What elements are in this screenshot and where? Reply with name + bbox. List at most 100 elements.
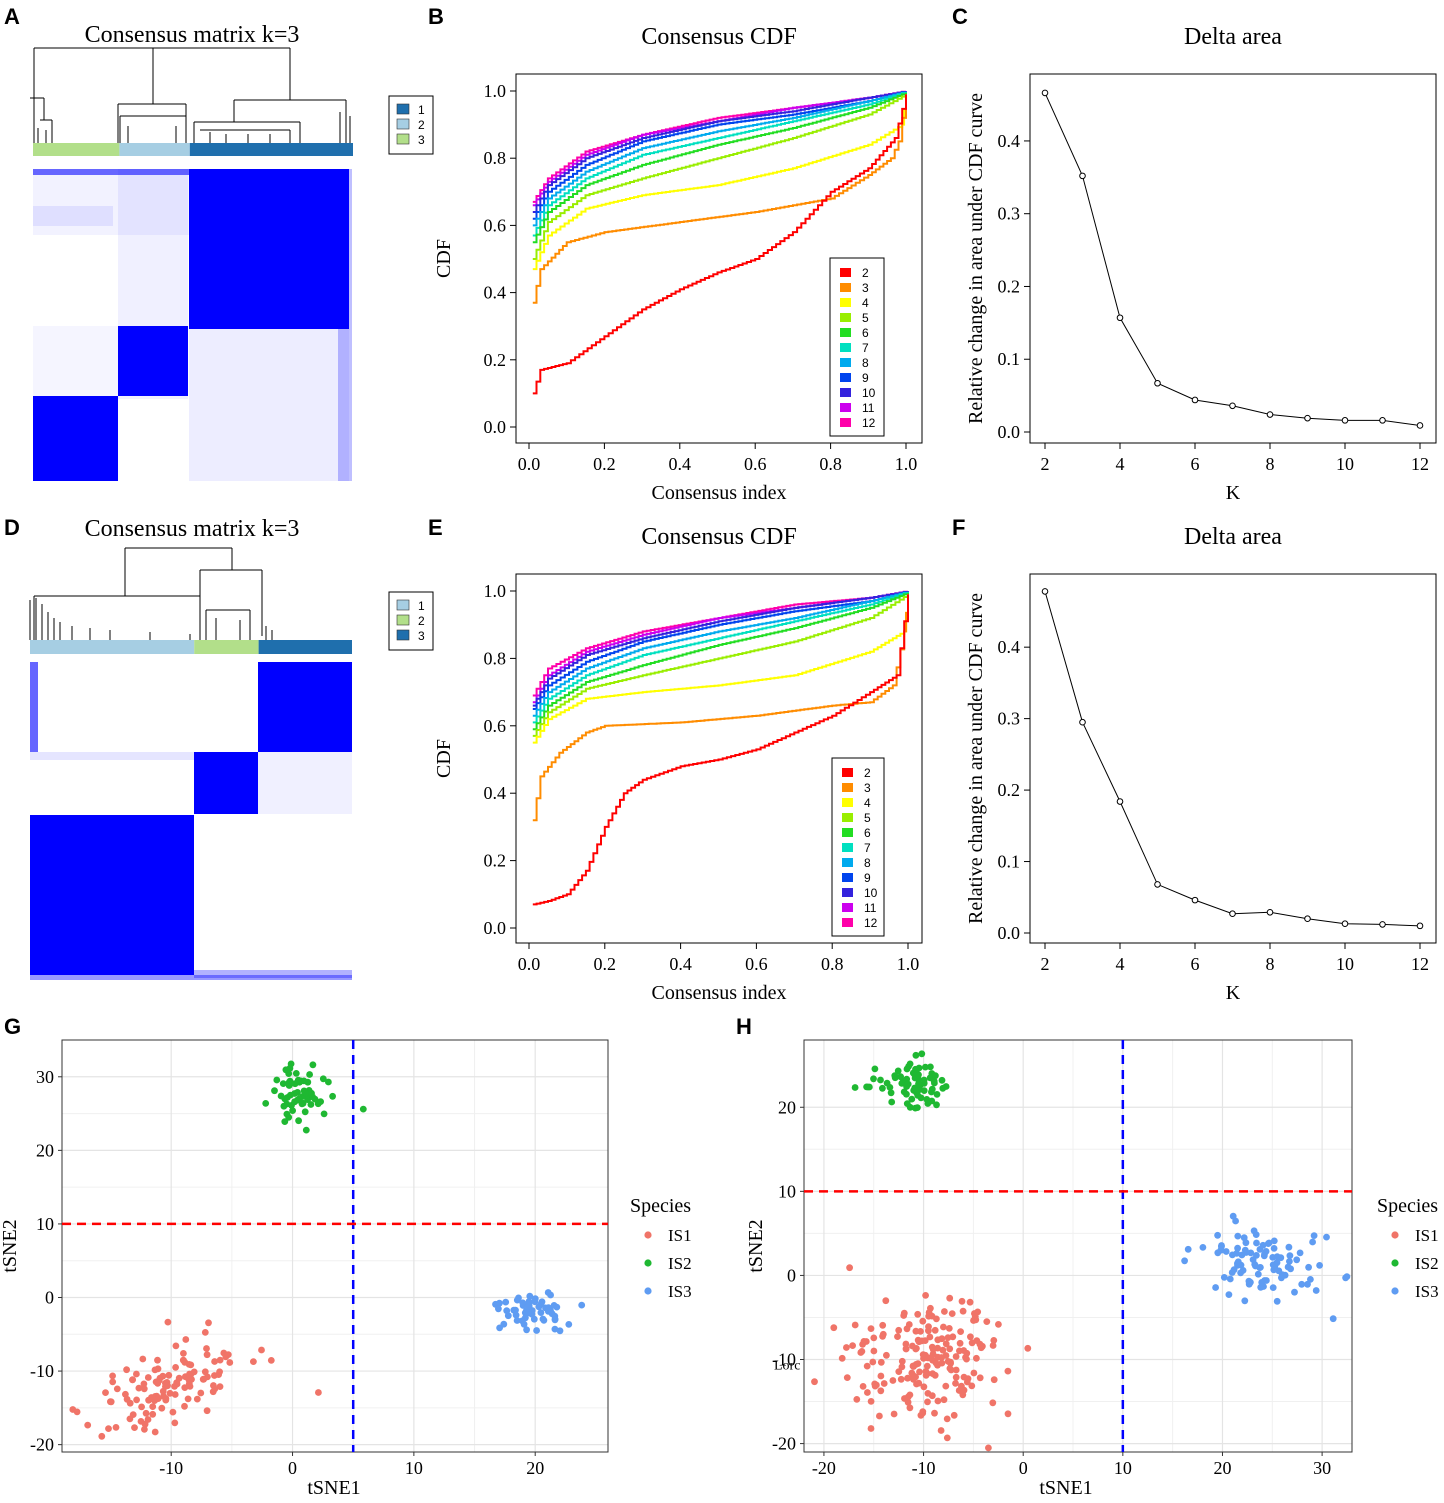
x-tick-label: 0.2 [593,454,616,474]
point-is1 [172,1342,180,1350]
y-axis-label: tSNE2 [0,1219,21,1272]
cdf-series-2 [532,94,907,395]
point-is1 [113,1385,121,1393]
legend-title: Species [630,1195,691,1217]
legend-swatch-9 [842,873,853,882]
cdf-series-2 [532,594,909,906]
point-is1 [970,1317,977,1324]
point-is1 [870,1334,878,1342]
point-is1 [131,1424,138,1431]
delta-point-k12 [1416,922,1424,930]
point-is3 [1329,1315,1337,1323]
legend-label-4: 4 [864,796,871,810]
point-is1 [920,1383,928,1391]
point-is1 [933,1315,940,1323]
point-is2 [295,1095,303,1103]
legend-swatch-8 [842,858,853,867]
point-is1 [941,1308,948,1315]
matrix-noise [258,752,352,814]
species-legend: Species IS1 IS2 IS3 [1377,1195,1439,1301]
point-is1 [925,1323,932,1331]
legend-swatch-5 [842,813,853,822]
panel-a-legend-label-3: 3 [418,133,425,147]
point-is1 [937,1427,945,1434]
point-is3 [1270,1237,1278,1245]
point-is3 [520,1320,528,1328]
legend-label-8: 8 [862,356,869,370]
legend-label-2: 2 [862,266,869,280]
point-is1 [934,1336,942,1344]
delta-point-k2 [1041,89,1049,97]
point-is2 [883,1079,891,1087]
legend-swatch-7 [842,843,853,852]
consensus-matrix-a [30,47,353,481]
point-is2 [926,1074,934,1082]
cluster-annotation-bar [30,640,195,654]
point-is1 [863,1362,871,1370]
point-is1 [853,1396,861,1403]
point-is2 [307,1101,315,1108]
point-is3 [1199,1244,1207,1251]
point-is2 [938,1076,946,1084]
delta-point-k5 [1154,881,1161,888]
point-is3 [523,1326,530,1334]
legend-label-is3: IS3 [1415,1282,1439,1301]
point-is1 [135,1384,143,1392]
panel-d-legend-label-3: 3 [418,629,425,643]
point-is1 [904,1398,912,1406]
point-is1 [879,1330,887,1338]
point-is1 [917,1328,924,1335]
point-is1 [976,1374,984,1382]
point-is2 [280,1102,288,1110]
point-is3 [548,1310,556,1318]
point-is3 [1309,1238,1316,1246]
point-is1 [215,1371,223,1378]
y-tick-label: 0.4 [484,783,507,803]
panel-label-a: A [4,4,20,29]
x-axis-label: tSNE1 [1039,1477,1092,1498]
legend-swatch-12 [840,418,851,427]
legend-dot-is1 [644,1231,652,1239]
cdf-series-3 [532,594,909,822]
x-tick-label: 0.6 [744,454,767,474]
legend-swatch-3 [840,283,851,292]
point-is1 [967,1333,974,1341]
panel-label-g: G [4,1014,21,1039]
legend-label-is2: IS2 [668,1254,692,1273]
point-is1 [912,1345,920,1353]
point-is3 [519,1299,527,1307]
legend-label-6: 6 [862,326,869,340]
point-is1 [186,1370,193,1378]
point-is1 [995,1321,1002,1328]
legend-swatch-6 [840,328,851,337]
point-is3 [1257,1264,1264,1271]
point-is1 [871,1380,879,1388]
point-is3 [495,1305,502,1313]
point-is1 [966,1298,974,1306]
delta-point-k11 [1379,921,1386,928]
point-is2 [866,1083,873,1091]
point-is1 [102,1389,109,1396]
y-tick-label: 0 [45,1288,54,1308]
point-is1 [929,1370,936,1377]
point-is1 [942,1382,950,1390]
x-tick-label: 0.4 [669,954,692,974]
cdf-series-6 [532,592,909,731]
point-is1 [175,1374,183,1382]
point-is2 [851,1084,859,1091]
point-is1 [141,1426,148,1433]
cluster-annotation-bar [189,143,353,156]
point-is1 [149,1410,157,1418]
delta-point-k12 [1416,422,1424,429]
point-is1 [315,1389,322,1396]
point-is1 [943,1415,951,1423]
point-is1 [938,1359,946,1367]
delta-point-k9 [1304,414,1311,422]
point-is1 [928,1392,936,1400]
point-is3 [1237,1269,1244,1277]
point-is1 [955,1387,963,1394]
legend-swatch-5 [840,313,851,322]
point-is1 [956,1339,964,1347]
point-is1 [917,1411,925,1419]
delta-point-k7 [1229,910,1236,918]
